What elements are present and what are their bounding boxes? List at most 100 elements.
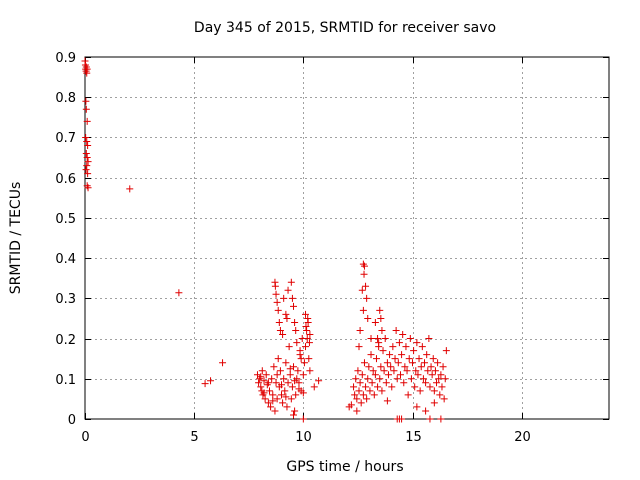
y-tick-label: 0.8 <box>55 91 76 106</box>
data-point <box>360 359 368 367</box>
chart-title: Day 345 of 2015, SRMTID for receiver sav… <box>194 20 496 36</box>
data-point <box>390 367 398 375</box>
data-point <box>299 371 307 379</box>
data-point <box>429 355 437 363</box>
data-point <box>310 383 318 391</box>
data-point <box>83 162 91 170</box>
data-point <box>440 395 448 403</box>
y-tick-label: 0.6 <box>55 172 76 187</box>
data-point <box>82 105 90 113</box>
data-point <box>260 377 268 385</box>
data-point <box>273 395 281 403</box>
data-point <box>275 318 283 326</box>
data-point <box>393 375 401 383</box>
data-point <box>261 395 269 403</box>
data-point <box>283 314 291 322</box>
data-point <box>375 343 383 351</box>
y-tick-label: 0.1 <box>55 373 76 388</box>
data-point <box>362 383 370 391</box>
data-point <box>219 359 227 367</box>
data-point <box>352 375 360 383</box>
data-point <box>300 359 308 367</box>
data-point <box>281 387 289 395</box>
data-point <box>255 379 263 387</box>
data-point <box>282 393 290 401</box>
data-point <box>380 367 388 375</box>
data-point <box>345 403 353 411</box>
data-point <box>419 375 427 383</box>
data-point <box>278 381 285 389</box>
data-point <box>284 286 292 294</box>
data-point <box>372 355 380 363</box>
data-point <box>360 270 368 278</box>
data-point <box>410 347 418 355</box>
data-point <box>267 403 275 411</box>
data-point <box>398 351 406 359</box>
data-point <box>82 150 90 158</box>
data-point <box>359 306 367 314</box>
data-point <box>424 367 432 375</box>
data-point <box>290 411 298 419</box>
data-point <box>290 302 298 310</box>
data-point <box>403 367 411 375</box>
data-point <box>359 391 367 399</box>
data-point <box>82 133 90 141</box>
data-point <box>417 363 425 371</box>
data-point <box>291 318 299 326</box>
data-point <box>428 371 436 379</box>
data-point <box>295 379 303 387</box>
data-point <box>291 377 299 385</box>
data-point <box>355 343 363 351</box>
data-point <box>436 391 444 399</box>
data-point <box>371 318 379 326</box>
data-point <box>264 379 272 387</box>
data-point <box>362 282 370 290</box>
axis-ticks: 0 0.1 0.2 0.3 0.4 0.5 0.6 0.7 0.8 0.9 0 5 10 15 20 <box>55 51 609 445</box>
data-point <box>416 387 424 395</box>
data-point <box>273 371 281 379</box>
data-point <box>407 375 415 383</box>
data-point <box>353 395 361 403</box>
data-point <box>271 407 279 415</box>
data-point <box>296 347 304 355</box>
data-point <box>369 367 377 375</box>
data-point <box>82 97 90 105</box>
data-point <box>295 385 303 393</box>
data-point <box>374 383 382 391</box>
y-tick-label: 0.4 <box>55 252 76 267</box>
data-point <box>84 184 92 192</box>
data-point <box>400 379 408 387</box>
data-point <box>389 343 397 351</box>
data-point <box>276 367 284 375</box>
data-point <box>297 355 305 363</box>
data-point <box>377 314 385 322</box>
data-point <box>376 306 384 314</box>
data-point <box>278 391 285 399</box>
y-axis-label: SRMTID / TECUs <box>8 182 24 295</box>
data-point <box>257 373 265 381</box>
data-point <box>421 359 429 367</box>
data-point <box>292 391 300 399</box>
data-point <box>287 395 295 403</box>
data-point <box>269 397 277 405</box>
data-point <box>441 375 449 383</box>
data-point <box>434 359 442 367</box>
data-point <box>201 380 209 388</box>
data-point <box>260 389 268 397</box>
data-point <box>274 355 282 363</box>
data-point <box>273 298 281 306</box>
data-point <box>350 383 358 391</box>
y-tick-label: 0.9 <box>55 51 76 66</box>
data-point <box>284 379 292 387</box>
data-point <box>302 343 310 351</box>
data-point <box>388 383 396 391</box>
data-point <box>401 363 409 371</box>
data-point <box>391 355 399 363</box>
data-point <box>387 363 395 371</box>
data-point <box>414 371 422 379</box>
data-point <box>84 141 92 149</box>
data-point <box>315 377 323 385</box>
data-point <box>175 289 183 297</box>
data-point <box>357 399 365 407</box>
data-point <box>376 375 384 383</box>
